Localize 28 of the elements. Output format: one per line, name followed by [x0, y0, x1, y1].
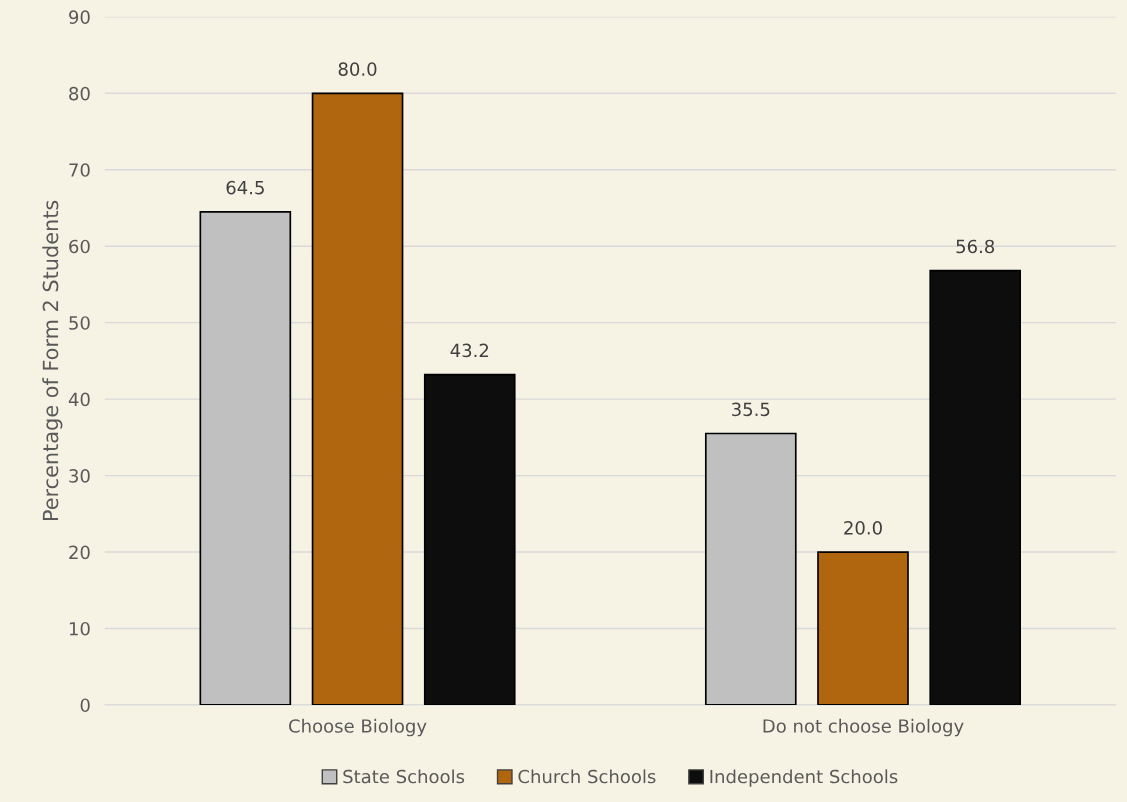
- y-tick-label: 70: [69, 163, 90, 177]
- y-tick-label: 0: [80, 698, 90, 713]
- bar: [311, 92, 404, 705]
- y-tick-label: 10: [69, 621, 90, 636]
- text: 43.2: [450, 343, 489, 358]
- y-tick-label: 20: [69, 545, 90, 560]
- y-axis-title: Percentage of Form 2 Students: [42, 200, 63, 521]
- text: 20.0: [844, 521, 882, 535]
- legend-label: State Schools: [343, 769, 465, 784]
- x-tick-label: Choose Biology: [289, 718, 427, 737]
- text: 35.5: [732, 402, 770, 417]
- bar: [929, 269, 1022, 705]
- bar: [423, 373, 516, 705]
- y-tick-label: 40: [68, 392, 90, 407]
- y-tick-label: 50: [69, 316, 90, 330]
- y-tick-label: 80: [69, 86, 90, 101]
- bar: [704, 432, 797, 705]
- y-tick-label: 30: [69, 469, 90, 483]
- legend-label: Independent Schools: [710, 769, 898, 787]
- text: 56.8: [956, 239, 995, 254]
- bar: [817, 551, 909, 705]
- legend-label: Church Schools: [518, 769, 656, 784]
- bar: [199, 210, 292, 705]
- x-tick-label: Do not choose Biology: [763, 718, 964, 737]
- text: 64.5: [226, 180, 264, 195]
- y-tick-label: 90: [69, 10, 90, 24]
- text: 80.0: [338, 62, 377, 76]
- y-tick-label: 60: [69, 239, 90, 254]
